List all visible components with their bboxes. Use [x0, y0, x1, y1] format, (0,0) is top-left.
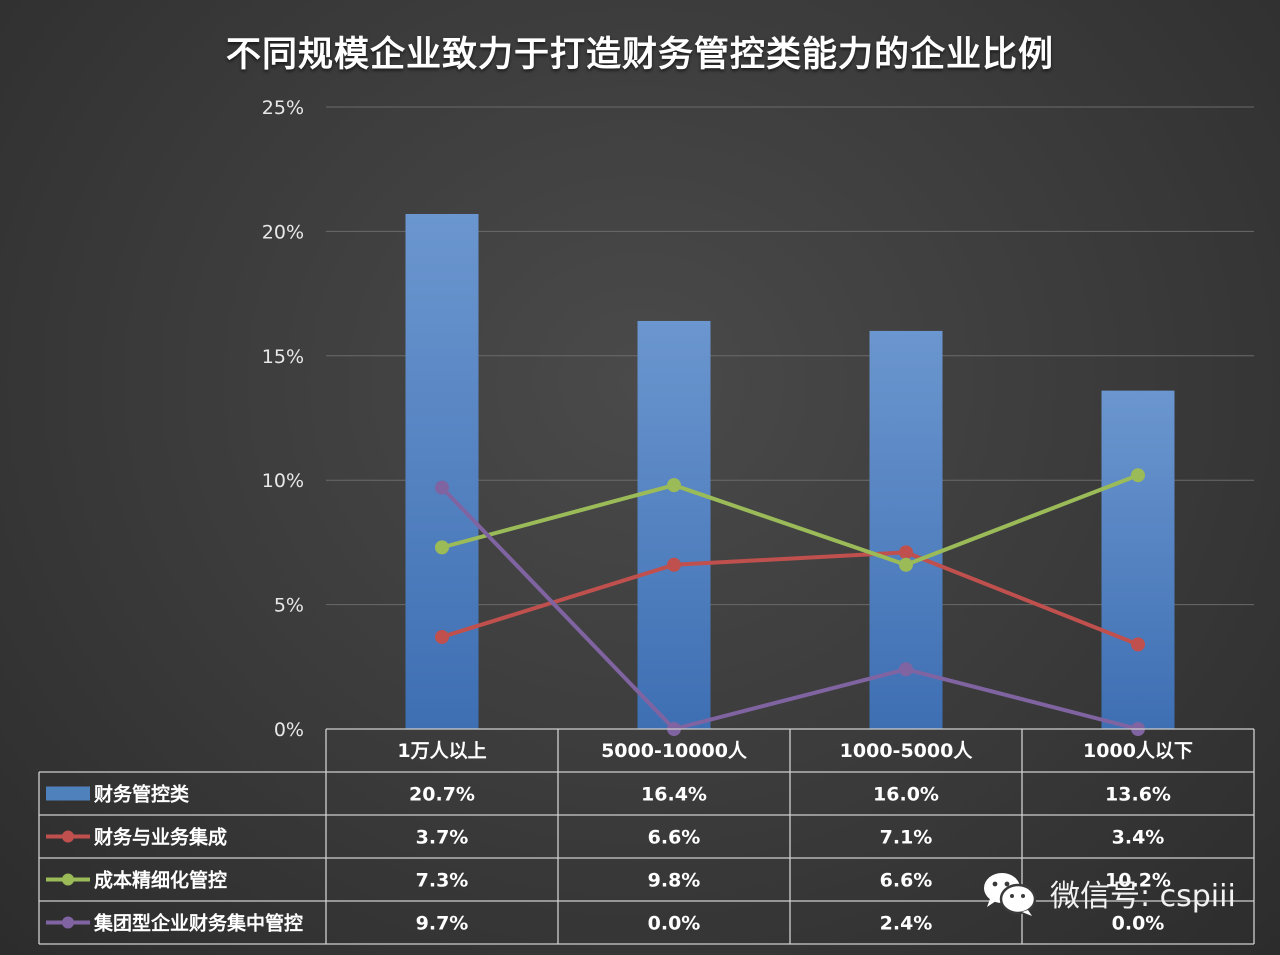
data-label: 7.3%	[416, 870, 469, 892]
series-point	[899, 662, 913, 677]
bar-series	[405, 213, 1175, 729]
y-axis-ticks: 0% 5% 10% 15% 20% 25%	[262, 97, 304, 741]
watermark: 微信号: cspiii	[982, 868, 1236, 918]
category-label: 1000-5000人	[840, 740, 974, 762]
data-label: 9.8%	[648, 870, 701, 892]
line-series	[435, 468, 1145, 736]
bar	[637, 320, 711, 729]
legend-label: 成本精细化管控	[94, 869, 227, 892]
category-label: 5000-10000人	[601, 740, 748, 762]
y-tick-label: 0%	[274, 719, 304, 741]
data-label: 6.6%	[648, 827, 701, 849]
y-tick-label: 15%	[262, 346, 304, 368]
data-label: 2.4%	[880, 913, 933, 935]
legend-label: 集团型企业财务集中管控	[93, 912, 303, 935]
legend-key	[46, 786, 90, 801]
series-point	[667, 557, 681, 572]
data-label: 16.0%	[873, 784, 939, 806]
wechat-icon	[984, 873, 1037, 916]
legend-key-marker	[62, 916, 74, 929]
bar	[405, 213, 479, 729]
data-label: 3.4%	[1112, 827, 1165, 849]
data-label: 3.7%	[416, 827, 469, 849]
data-label: 9.7%	[416, 913, 469, 935]
series-line	[441, 550, 1139, 647]
series-point	[899, 557, 913, 572]
series-point	[1131, 637, 1145, 652]
watermark-text: 微信号: cspiii	[1050, 879, 1236, 914]
legend-label: 财务与业务集成	[94, 826, 227, 849]
legend-key-marker	[62, 830, 74, 843]
series-point	[667, 478, 681, 493]
data-label: 10.2%	[1105, 870, 1171, 892]
bar	[1101, 390, 1175, 729]
series-point	[435, 480, 449, 495]
series-point	[899, 545, 913, 560]
data-label: 0.0%	[648, 913, 701, 935]
category-label: 1000人以下	[1083, 740, 1193, 762]
data-label: 6.6%	[880, 870, 933, 892]
series-point	[1131, 468, 1145, 483]
category-label: 1万人以上	[397, 740, 486, 762]
data-label: 7.1%	[880, 827, 933, 849]
chart-title: 不同规模企业致力于打造财务管控类能力的企业比例	[225, 35, 1054, 75]
data-label: 16.4%	[641, 784, 707, 806]
y-tick-label: 25%	[262, 97, 304, 119]
legend-label: 财务管控类	[94, 783, 189, 806]
series-line	[441, 473, 1139, 567]
series-point	[435, 540, 449, 555]
y-tick-label: 10%	[262, 470, 304, 492]
data-label: 13.6%	[1105, 784, 1171, 806]
y-tick-label: 5%	[274, 595, 304, 617]
data-label: 20.7%	[409, 784, 475, 806]
y-tick-label: 20%	[262, 221, 304, 243]
grid-lines	[326, 106, 1254, 606]
legend-key-marker	[62, 873, 74, 886]
series-point	[435, 629, 449, 644]
series-line	[440, 486, 1139, 731]
data-label: 0.0%	[1112, 913, 1165, 935]
